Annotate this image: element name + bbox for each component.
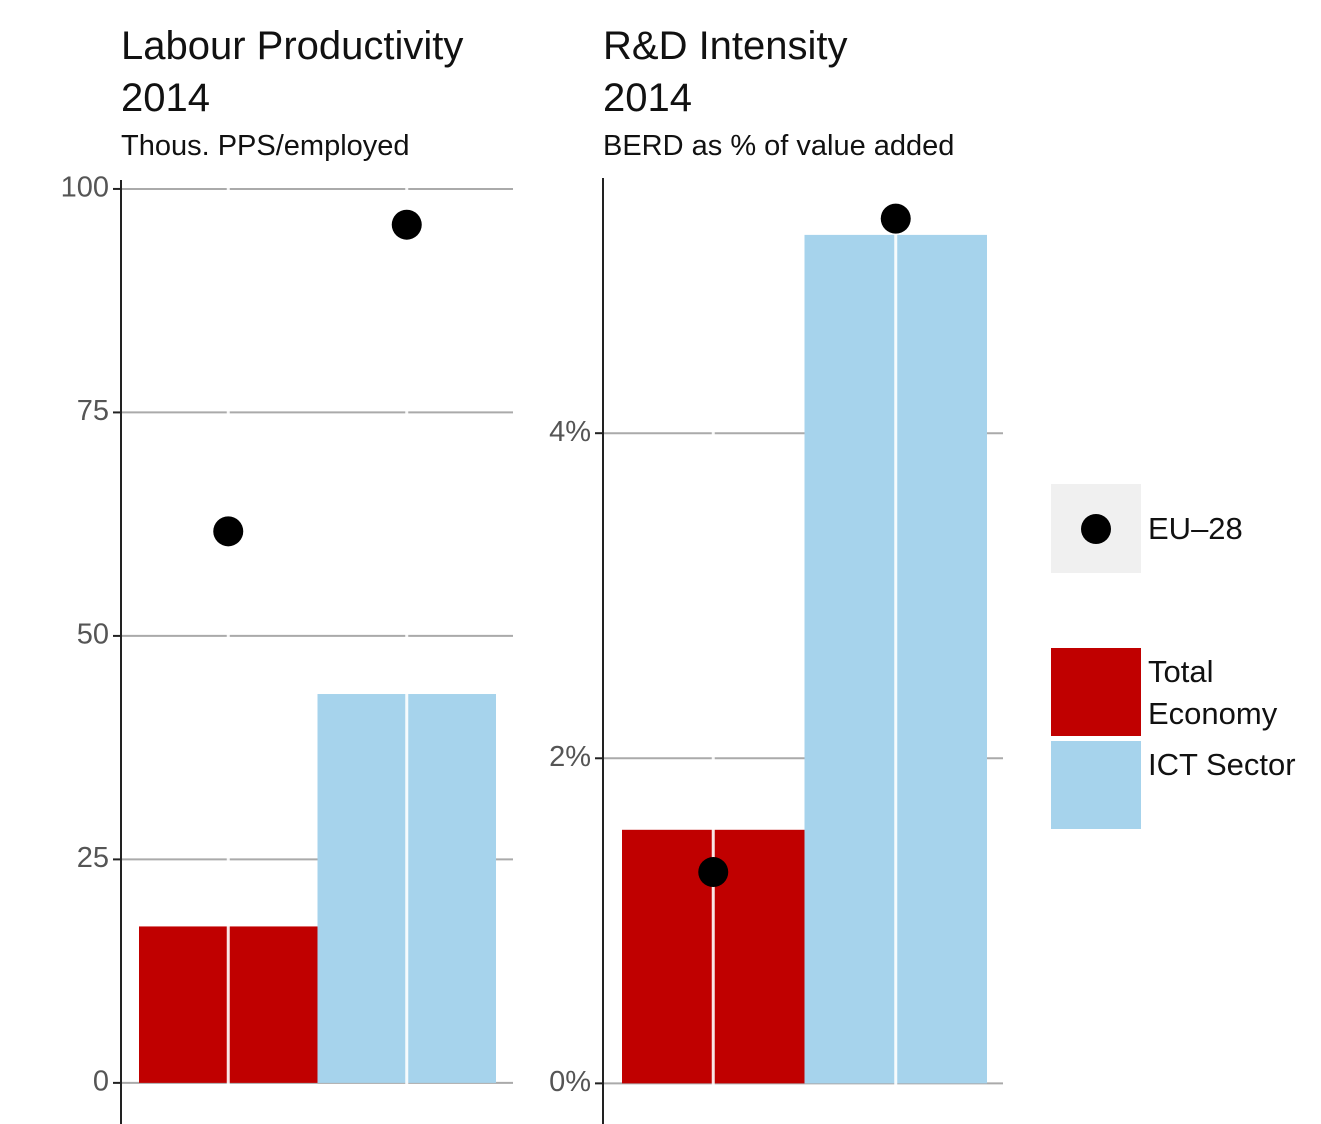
y-tick-label: 100	[61, 172, 109, 204]
legend-label: Total Economy	[1148, 654, 1278, 731]
legend-swatch	[1051, 741, 1141, 829]
y-tick-label: 4%	[549, 416, 591, 448]
legend-point	[1081, 514, 1111, 544]
legend-label: ICT Sector	[1148, 747, 1296, 782]
chart-subtitle: BERD as % of value added	[603, 130, 955, 162]
point	[391, 209, 422, 240]
legend-label: EU–28	[1148, 511, 1243, 546]
chart-title: Labour Productivity 2014	[121, 24, 464, 120]
y-tick-label: 0	[93, 1066, 109, 1098]
point	[880, 203, 911, 234]
y-tick-label: 25	[77, 842, 109, 874]
y-tick-label: 75	[77, 395, 109, 427]
point	[698, 857, 729, 888]
point	[213, 516, 244, 547]
chart-title: R&D Intensity 2014	[603, 24, 848, 120]
legend-swatch	[1051, 648, 1141, 736]
y-tick-label: 0%	[549, 1066, 591, 1098]
y-tick-label: 2%	[549, 741, 591, 773]
chart-subtitle: Thous. PPS/employed	[121, 130, 410, 162]
y-tick-label: 50	[77, 619, 109, 651]
